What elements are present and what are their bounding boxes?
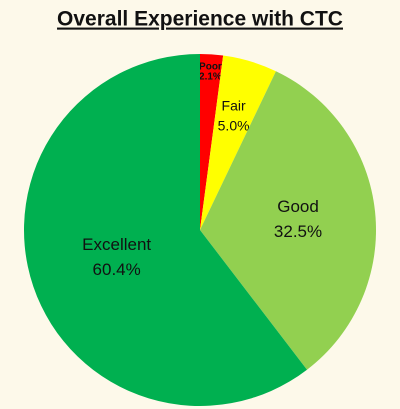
slice-value-label: 60.4% bbox=[93, 260, 141, 279]
slice-value-label: 2.1% bbox=[199, 72, 222, 83]
pie-slice bbox=[200, 71, 377, 370]
pie-slice bbox=[200, 54, 224, 230]
slice-label: Fair bbox=[222, 98, 246, 114]
pie-slice bbox=[200, 55, 276, 230]
slice-value-label: 5.0% bbox=[218, 118, 250, 134]
slice-label: Poor bbox=[199, 62, 222, 73]
slice-label: Excellent bbox=[82, 235, 151, 254]
chart-title: Overall Experience with CTC bbox=[57, 8, 343, 31]
pie-slice bbox=[23, 54, 307, 407]
slice-label: Good bbox=[277, 197, 319, 216]
slice-value-label: 32.5% bbox=[274, 222, 322, 241]
